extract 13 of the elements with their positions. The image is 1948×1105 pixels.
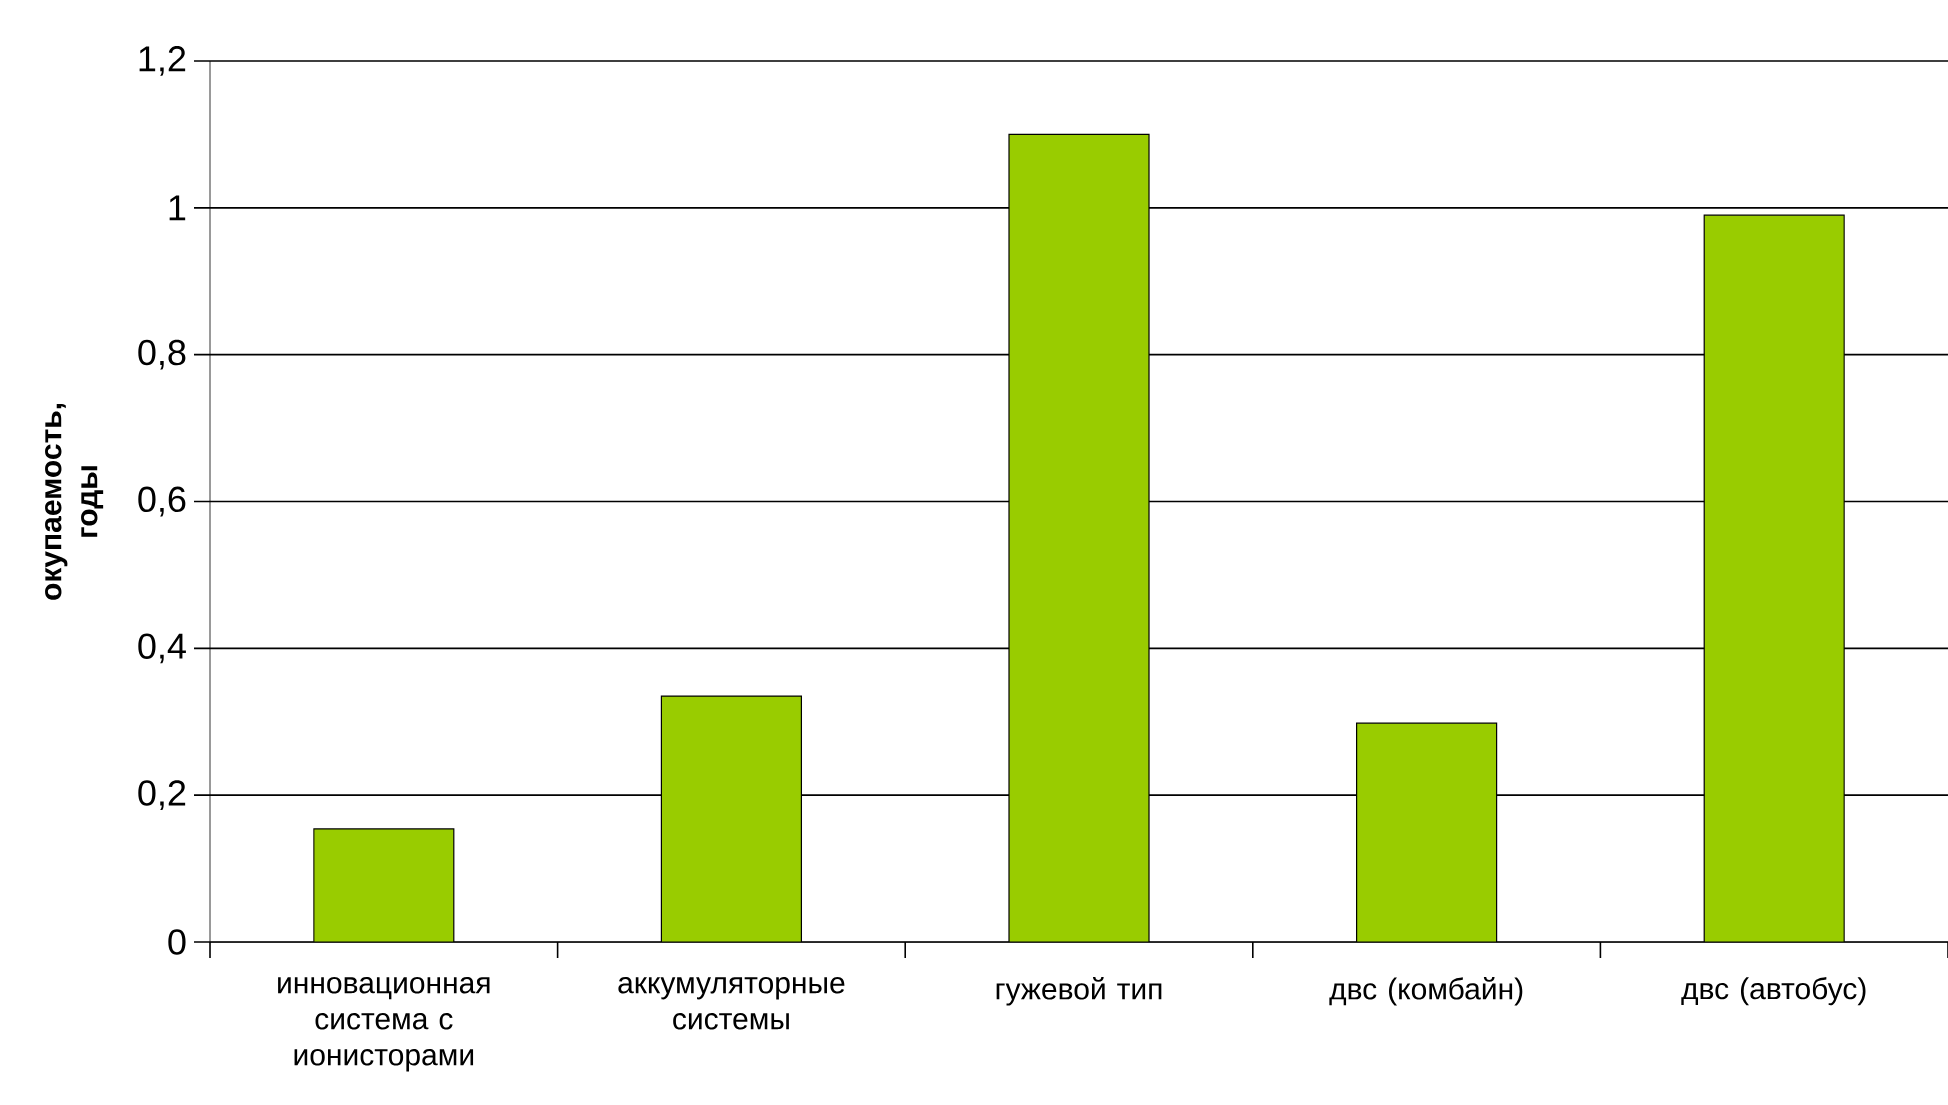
y-tick-label: 0,6 — [138, 486, 186, 517]
y-tick-label: 1,2 — [139, 46, 186, 76]
x-tick-label: гужевой тип — [996, 977, 1162, 1006]
y-tick-label: 0,2 — [138, 780, 186, 811]
x-tick-label: двс (комбайн) — [1329, 977, 1523, 1006]
x-tick-label: аккумуляторные системы — [618, 977, 845, 1030]
x-tick-label: двс (автобус) — [1681, 977, 1866, 1006]
y-tick-label: 0,8 — [138, 339, 186, 370]
x-tick-label: инновационная система с ионисторами — [278, 977, 490, 1072]
y-tick-label: 0,4 — [138, 633, 186, 664]
y-tick-label: 0 — [168, 929, 186, 955]
y-tick-label: 1 — [169, 195, 186, 221]
y-axis-title: окупаемость, годы — [45, 403, 104, 600]
